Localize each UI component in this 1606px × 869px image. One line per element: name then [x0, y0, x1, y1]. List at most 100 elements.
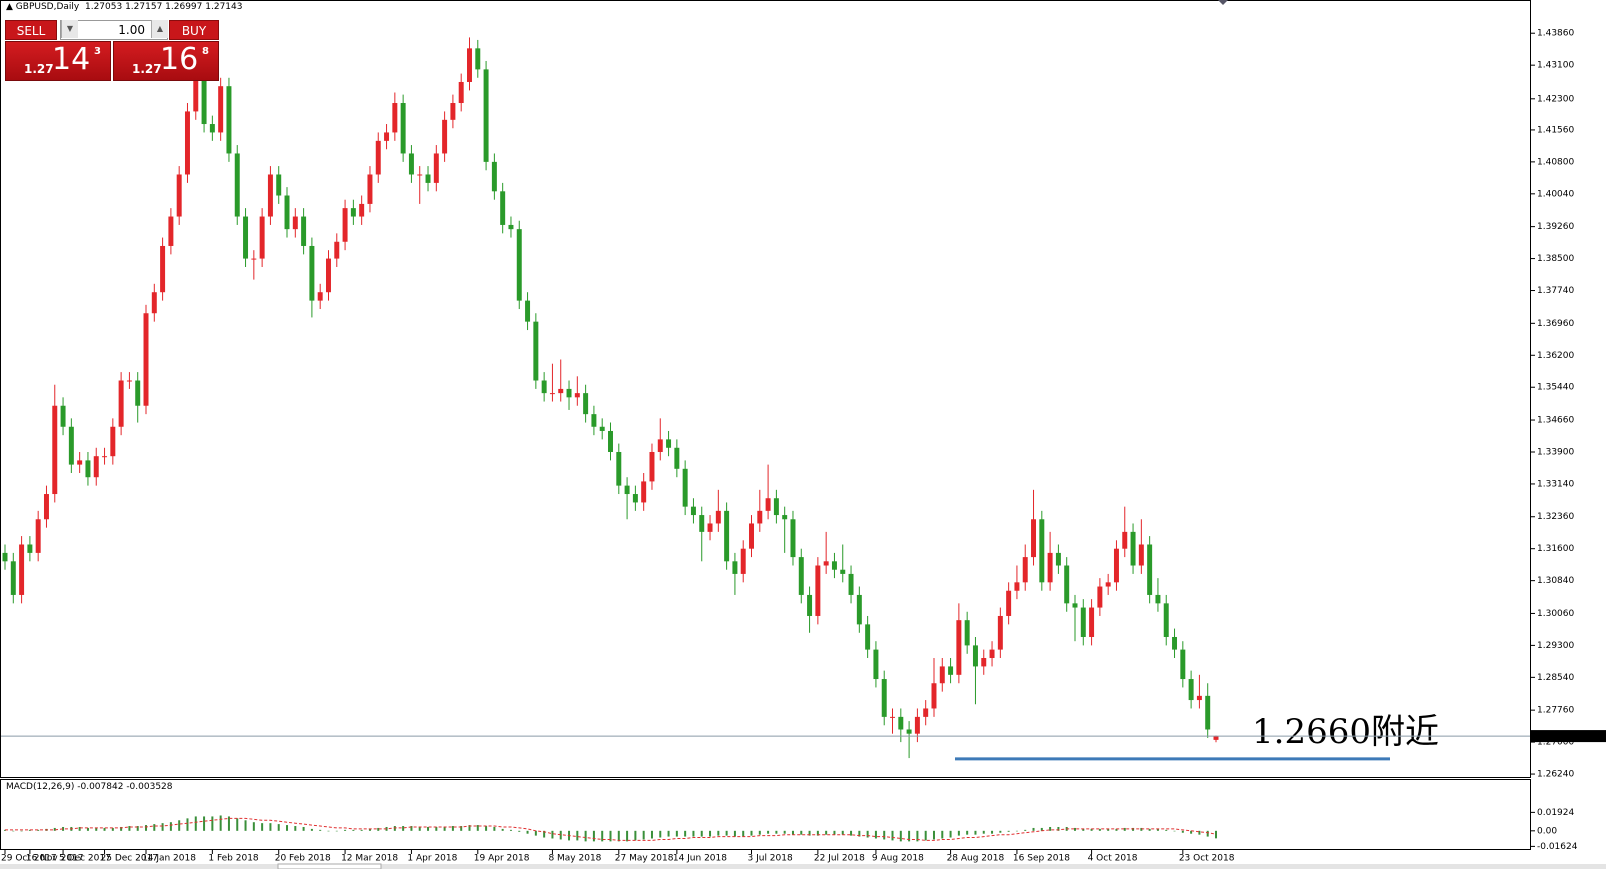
macd-bar	[1015, 830, 1018, 832]
macd-bar	[883, 830, 886, 840]
candle-body	[1113, 548, 1119, 583]
candle-body	[251, 258, 257, 260]
candle-body	[1213, 736, 1219, 740]
candle-body	[301, 216, 307, 246]
candle-body	[1122, 531, 1128, 549]
macd-bar	[53, 827, 56, 831]
macd-bar	[460, 826, 463, 831]
candle-body	[467, 48, 472, 82]
buy-button[interactable]: BUY	[169, 20, 219, 40]
y-tick-label: 1.33900	[1537, 447, 1574, 457]
macd-bar	[319, 829, 322, 831]
candle-body	[1006, 590, 1012, 616]
sell-price[interactable]: 1.27 14 3	[5, 41, 111, 81]
macd-bar	[120, 826, 123, 831]
sell-button[interactable]: SELL	[5, 20, 57, 40]
macd-bar	[1206, 830, 1209, 837]
macd-bar	[169, 822, 172, 831]
candle-body	[632, 494, 638, 503]
candle-body	[102, 456, 108, 458]
macd-bar	[1082, 828, 1085, 831]
y-tick-label: 1.30840	[1537, 576, 1574, 586]
buy-price[interactable]: 1.27 16 8	[113, 41, 219, 81]
macd-panel-frame	[0, 779, 1531, 850]
x-tick-label: 5 Dec 2017	[59, 854, 111, 864]
y-tick-label: 1.43860	[1537, 29, 1574, 39]
volume-down[interactable]: ▼	[61, 20, 78, 38]
macd-bar	[858, 830, 861, 837]
macd-bar	[294, 826, 297, 831]
candle-body	[226, 86, 232, 154]
y-tick-label: 1.41560	[1537, 125, 1574, 135]
candle-body	[533, 321, 539, 381]
macd-bar	[62, 826, 65, 831]
candle-body	[135, 380, 141, 406]
candle-body	[674, 447, 680, 469]
candle-body	[1031, 519, 1037, 558]
candle-body	[408, 153, 414, 175]
macd-bar	[95, 827, 98, 831]
shift-marker	[1218, 0, 1228, 5]
macd-bar	[86, 827, 89, 831]
candle-body	[35, 519, 41, 553]
macd-bar	[28, 829, 31, 831]
candle-body	[964, 620, 970, 646]
candle-body	[1014, 582, 1020, 591]
volume-up[interactable]: ▲	[151, 20, 168, 38]
candle-body	[1188, 679, 1194, 701]
candle-body	[997, 615, 1003, 650]
candle-body	[334, 241, 340, 259]
active-tab[interactable]	[277, 863, 382, 869]
macd-title: MACD(12,26,9)	[6, 782, 75, 792]
macd-bar	[932, 830, 935, 840]
y-tick-label: 1.36960	[1537, 319, 1574, 329]
x-tick-label: 16 Sep 2018	[1013, 854, 1070, 864]
macd-bar	[186, 818, 189, 831]
macd-bar	[684, 830, 687, 837]
macd-bar	[12, 830, 15, 832]
candle-body	[715, 510, 721, 524]
candle-body	[649, 451, 655, 482]
candle-body	[2, 552, 8, 562]
candle-body	[641, 481, 647, 503]
macd-bar	[949, 830, 952, 838]
candle-body	[740, 548, 746, 574]
candle-body	[749, 523, 754, 549]
candle-body	[732, 561, 738, 574]
candle-body	[350, 208, 356, 217]
candle-body	[267, 174, 273, 217]
macd-bar	[966, 830, 969, 835]
candle-body	[1180, 649, 1186, 680]
sell-price-prefix: 1.27	[24, 62, 54, 76]
macd-bar	[1173, 830, 1176, 832]
macd-value: -0.007842	[77, 782, 124, 792]
candle-body	[923, 708, 929, 717]
macd-bar	[733, 830, 736, 837]
macd-bar	[609, 830, 612, 842]
candle-body	[384, 132, 390, 141]
macd-bar	[526, 830, 529, 834]
macd-bar	[634, 830, 637, 841]
macd-bar	[974, 830, 977, 835]
candle-body	[1105, 582, 1111, 587]
macd-bar	[866, 830, 869, 838]
y-tick-label: 1.38500	[1537, 254, 1574, 264]
candle-body	[209, 124, 215, 133]
x-tick-label: 3 Jul 2018	[748, 854, 793, 864]
macd-bar	[518, 830, 521, 832]
macd-bar	[543, 830, 546, 838]
candle-body	[807, 594, 813, 616]
y-tick-label: 1.35440	[1537, 383, 1574, 393]
macd-bar	[244, 820, 247, 831]
macd-bar	[825, 830, 828, 835]
y-tick-label: 1.30060	[1537, 609, 1574, 619]
candle-body	[458, 81, 464, 104]
y-tick-label: 1.42300	[1537, 94, 1574, 104]
ohlc-low: 1.26997	[165, 2, 203, 12]
candle-body	[798, 557, 804, 595]
candle-body	[790, 519, 796, 558]
candle-body	[865, 624, 871, 650]
candle-body	[450, 103, 456, 120]
candle-body	[608, 430, 613, 452]
